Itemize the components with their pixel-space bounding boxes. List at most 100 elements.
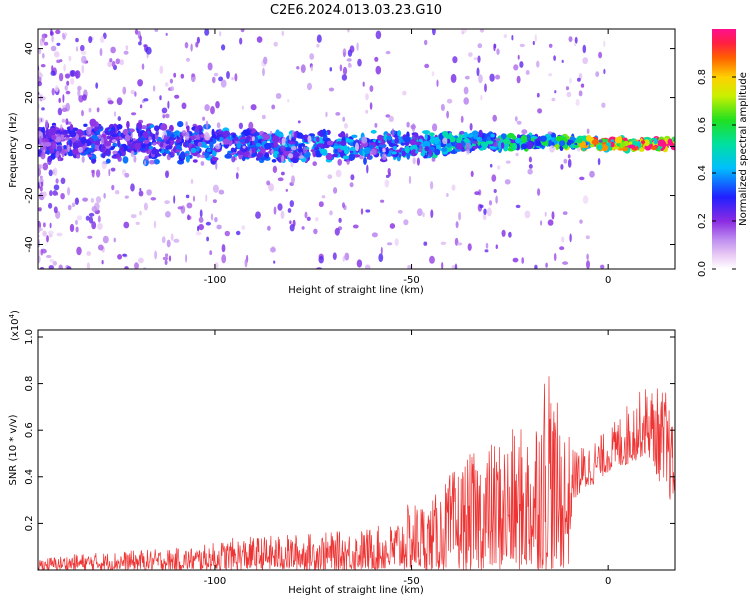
spectrogram-cell: [89, 118, 97, 127]
spectrogram-speck: [113, 237, 117, 243]
spectrogram-cell: [378, 143, 387, 148]
spectrogram-speck: [580, 83, 585, 88]
spectrogram-speck: [41, 107, 45, 111]
spectrogram-speck: [589, 170, 595, 178]
spectrogram-speck: [515, 204, 521, 209]
spectrogram-speck: [461, 31, 465, 35]
spectrogram-speck: [197, 225, 200, 232]
spectrogram-speck: [216, 224, 222, 230]
spectrogram-speck: [598, 51, 603, 59]
spectrogram-speck: [429, 181, 434, 190]
spectrogram-speck: [371, 232, 378, 238]
spectrogram-speck: [356, 259, 363, 268]
spectrogram-speck: [67, 144, 70, 153]
spectrogram-cell: [177, 121, 184, 128]
spectrogram-speck: [218, 189, 225, 195]
spectrogram-speck: [76, 215, 83, 221]
colorbar-gradient: [712, 29, 736, 269]
spectrogram-speck: [179, 136, 182, 142]
spectrogram-speck: [207, 62, 213, 71]
spectrogram-speck: [134, 262, 139, 269]
spectrogram-speck: [234, 140, 239, 144]
spectrogram-cell: [111, 155, 117, 159]
spectrogram-speck: [446, 193, 449, 197]
spectrogram-speck: [46, 235, 49, 243]
spectrogram-speck: [195, 41, 199, 48]
spectrogram-cell: [78, 130, 85, 136]
spectrogram-speck: [349, 182, 354, 188]
spectrogram-speck: [370, 149, 377, 155]
spectrogram-speck: [212, 76, 216, 84]
spectrogram-cell: [331, 153, 338, 158]
snr-ylabel: SNR (10 * v/v): [8, 414, 19, 485]
spectrogram-speck: [173, 238, 180, 243]
spectrogram-speck: [166, 239, 171, 248]
spectrogram-speck: [180, 73, 185, 79]
spectrogram-cell: [640, 140, 646, 145]
spectrogram-speck: [91, 206, 98, 212]
spectrogram-speck: [111, 139, 117, 143]
spectrogram-speck: [268, 183, 274, 192]
spectrogram-speck: [210, 106, 215, 115]
spectrogram-speck: [287, 99, 290, 103]
spectrogram-speck: [369, 85, 374, 92]
spectrogram-speck: [493, 43, 497, 49]
spectrogram-speck: [484, 83, 487, 93]
spectrogram-cell: [91, 158, 97, 163]
spectrogram-speck: [489, 163, 493, 168]
spectrogram-speck: [97, 215, 101, 223]
spectrogram-speck: [553, 253, 557, 261]
spectrogram-speck: [47, 230, 54, 235]
spectrogram-cell: [151, 148, 160, 155]
spectrogram-cell: [391, 151, 397, 155]
spectrogram-speck: [316, 34, 322, 43]
spectrogram-cell: [657, 139, 666, 147]
spectrogram-cell: [175, 138, 180, 144]
spectrogram-speck: [38, 207, 42, 212]
spectrogram-speck: [495, 74, 501, 80]
spectrogram-cell: [667, 138, 673, 146]
spectrogram-speck: [431, 157, 436, 162]
spectrogram-cell: [300, 143, 306, 147]
spectrogram-cell: [500, 133, 507, 140]
spectrogram-speck: [116, 153, 121, 160]
spectrogram-speck: [567, 154, 571, 159]
spectrogram-speck: [49, 222, 52, 229]
spectrogram-speck: [81, 64, 85, 74]
spectrogram-cell: [50, 153, 56, 160]
spectrogram-speck: [56, 42, 61, 46]
spectrogram-cell: [137, 122, 143, 130]
spectrogram-speck: [41, 53, 45, 59]
spectrogram-speck: [170, 86, 175, 92]
spectrogram-speck: [48, 169, 53, 177]
spectrogram-cell: [263, 152, 270, 159]
spectrogram-cell: [63, 145, 67, 150]
spectrogram-speck: [58, 97, 61, 104]
spectrogram-speck: [150, 197, 157, 201]
spectrogram-speck: [56, 232, 63, 237]
spectrogram-speck: [397, 209, 403, 214]
spectrogram-cell: [106, 135, 112, 140]
spectrogram-speck: [516, 75, 521, 84]
spectrogram-speck: [159, 95, 162, 101]
spectrogram-speck: [135, 221, 140, 225]
spectrogram-speck: [380, 246, 383, 255]
spectrogram-cell: [377, 134, 384, 141]
spectrogram-speck: [567, 158, 572, 168]
spectrogram-cell: [441, 147, 448, 153]
spectrogram-speck: [174, 94, 180, 99]
spectrogram-cell: [323, 144, 330, 149]
spectrogram-speck: [200, 161, 205, 166]
spectrogram-speck: [39, 175, 43, 179]
spectrogram-speck: [153, 220, 157, 229]
spectrogram-cell: [185, 154, 190, 163]
spectrogram-cell: [101, 152, 106, 159]
spectrogram-speck: [84, 142, 88, 149]
spectrogram-cell: [288, 141, 296, 145]
spectrogram-speck: [50, 31, 54, 36]
spectrogram-speck: [45, 254, 52, 259]
spectrogram-cell: [502, 138, 511, 146]
spectrogram-xlabel: Height of straight line (km): [288, 285, 424, 296]
spectrogram-speck: [562, 211, 568, 216]
spectrogram-speck: [38, 47, 42, 55]
